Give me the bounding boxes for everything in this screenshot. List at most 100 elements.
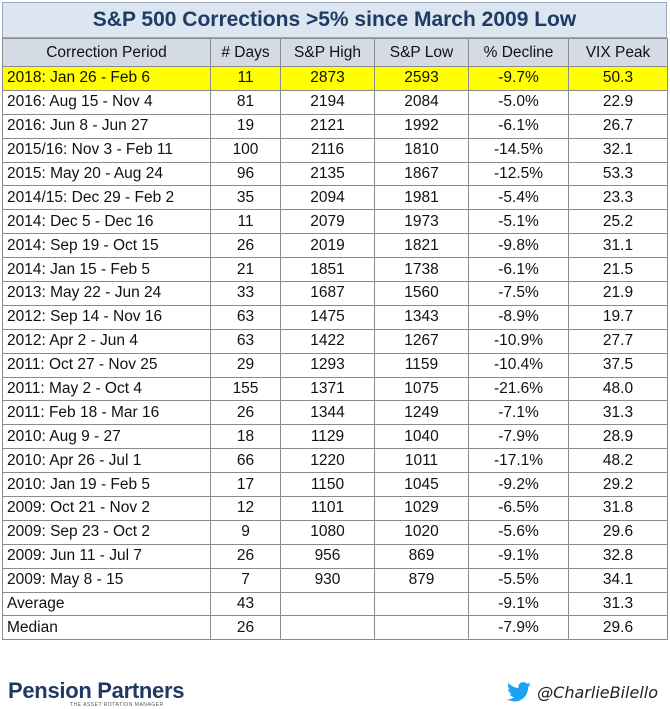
- value-cell: 1293: [280, 352, 375, 378]
- value-cell: -9.1%: [468, 543, 569, 569]
- value-cell: 32.1: [568, 137, 668, 163]
- column-header: # Days: [210, 38, 281, 67]
- value-cell: 1150: [280, 472, 375, 498]
- summary-value-cell: 29.6: [568, 615, 668, 641]
- period-cell: 2014: Sep 19 - Oct 15: [2, 233, 211, 259]
- value-cell: -6.5%: [468, 496, 569, 521]
- value-cell: 2116: [280, 137, 375, 163]
- value-cell: 31.8: [568, 496, 668, 521]
- summary-value-cell: -7.9%: [468, 615, 569, 641]
- period-cell: 2010: Aug 9 - 27: [2, 424, 211, 450]
- table-row: 2010: Aug 9 - 27 18 1129 1040 -7.9% 28.9: [2, 424, 668, 450]
- table-body: 2018: Jan 26 - Feb 6 11 2873 2593 -9.7% 50.3 2…: [2, 66, 668, 641]
- value-cell: -17.1%: [468, 448, 569, 474]
- value-cell: -6.1%: [468, 257, 569, 283]
- value-cell: 2121: [280, 113, 375, 139]
- value-cell: 155: [210, 376, 281, 402]
- value-cell: 1020: [374, 519, 469, 545]
- summary-value-cell: [374, 615, 469, 641]
- column-header: Correction Period: [2, 38, 211, 67]
- table-row: 2011: May 2 - Oct 4 155 1371 1075 -21.6% 48.0: [2, 376, 668, 402]
- value-cell: 66: [210, 448, 281, 474]
- twitter-bird-icon: [507, 682, 531, 702]
- summary-row: Median 26 -7.9% 29.6: [2, 615, 668, 641]
- period-cell: 2014: Jan 15 - Feb 5: [2, 257, 211, 283]
- value-cell: 1045: [374, 472, 469, 498]
- value-cell: 1371: [280, 376, 375, 402]
- value-cell: 11: [210, 209, 281, 235]
- period-cell: 2009: Jun 11 - Jul 7: [2, 543, 211, 569]
- value-cell: 2873: [280, 66, 375, 91]
- summary-value-cell: [280, 591, 375, 617]
- column-header: VIX Peak: [568, 38, 668, 67]
- table-row: 2014: Dec 5 - Dec 16 11 2079 1973 -5.1% 25.2: [2, 209, 668, 235]
- value-cell: -10.4%: [468, 352, 569, 378]
- corrections-table: Correction Period # Days S&P High S&P Low% …: [2, 38, 668, 641]
- value-cell: 1249: [374, 400, 469, 426]
- value-cell: 100: [210, 137, 281, 163]
- value-cell: 48.0: [568, 376, 668, 402]
- value-cell: 29: [210, 352, 281, 378]
- table-row: 2013: May 22 - Jun 24 33 1687 1560 -7.5% 21.9: [2, 281, 668, 306]
- table-row: 2009: Sep 23 - Oct 2 9 1080 1020 -5.6% 29.6: [2, 519, 668, 545]
- value-cell: 1220: [280, 448, 375, 474]
- value-cell: 21: [210, 257, 281, 283]
- period-cell: 2010: Apr 26 - Jul 1: [2, 448, 211, 474]
- table-row: 2011: Oct 27 - Nov 25 29 1293 1159 -10.4% 37.…: [2, 352, 668, 378]
- value-cell: 28.9: [568, 424, 668, 450]
- period-cell: 2016: Jun 8 - Jun 27: [2, 113, 211, 139]
- value-cell: 1867: [374, 161, 469, 187]
- period-cell: 2014: Dec 5 - Dec 16: [2, 209, 211, 235]
- table-row: 2016: Aug 15 - Nov 4 81 2194 2084 -5.0% 22.9: [2, 89, 668, 115]
- value-cell: -9.2%: [468, 472, 569, 498]
- value-cell: 9: [210, 519, 281, 545]
- value-cell: 1560: [374, 281, 469, 306]
- value-cell: 18: [210, 424, 281, 450]
- value-cell: 12: [210, 496, 281, 521]
- value-cell: 1821: [374, 233, 469, 259]
- value-cell: -5.4%: [468, 185, 569, 211]
- value-cell: 81: [210, 89, 281, 115]
- twitter-handle: @CharlieBilello: [537, 682, 658, 702]
- value-cell: 19.7: [568, 304, 668, 330]
- value-cell: 1040: [374, 424, 469, 450]
- value-cell: 22.9: [568, 89, 668, 115]
- value-cell: 869: [374, 543, 469, 569]
- value-cell: -5.0%: [468, 89, 569, 115]
- table-row: 2010: Apr 26 - Jul 1 66 1220 1011 -17.1% 48.2: [2, 448, 668, 474]
- table-row: 2014/15: Dec 29 - Feb 2 35 2094 1981 -5.4% 23…: [2, 185, 668, 211]
- value-cell: 26.7: [568, 113, 668, 139]
- column-header: S&P Low: [374, 38, 469, 67]
- column-header: % Decline: [468, 38, 569, 67]
- value-cell: 34.1: [568, 567, 668, 593]
- value-cell: 26: [210, 233, 281, 259]
- value-cell: 2593: [374, 66, 469, 91]
- pension-partners-logo: Pension Partners: [8, 678, 185, 703]
- table-row: 2009: May 8 - 15 7 930 879 -5.5% 34.1: [2, 567, 668, 593]
- value-cell: -7.5%: [468, 281, 569, 306]
- value-cell: 1687: [280, 281, 375, 306]
- period-cell: 2012: Sep 14 - Nov 16: [2, 304, 211, 330]
- value-cell: 1810: [374, 137, 469, 163]
- value-cell: -8.9%: [468, 304, 569, 330]
- summary-value-cell: 26: [210, 615, 281, 641]
- period-cell: 2011: Feb 18 - Mar 16: [2, 400, 211, 426]
- value-cell: 63: [210, 328, 281, 354]
- period-cell: 2009: May 8 - 15: [2, 567, 211, 593]
- value-cell: 2194: [280, 89, 375, 115]
- value-cell: 1129: [280, 424, 375, 450]
- value-cell: -6.1%: [468, 113, 569, 139]
- table-row: 2015/16: Nov 3 - Feb 11 100 2116 1810 -14.5%…: [2, 137, 668, 163]
- value-cell: 29.6: [568, 519, 668, 545]
- value-cell: 2094: [280, 185, 375, 211]
- value-cell: 2084: [374, 89, 469, 115]
- logo-tagline: THE ASSET ROTATION MANAGER: [70, 702, 164, 708]
- value-cell: 19: [210, 113, 281, 139]
- period-cell: 2011: Oct 27 - Nov 25: [2, 352, 211, 378]
- value-cell: 879: [374, 567, 469, 593]
- period-cell: 2010: Jan 19 - Feb 5: [2, 472, 211, 498]
- value-cell: 1422: [280, 328, 375, 354]
- value-cell: 25.2: [568, 209, 668, 235]
- value-cell: 29.2: [568, 472, 668, 498]
- period-cell: 2011: May 2 - Oct 4: [2, 376, 211, 402]
